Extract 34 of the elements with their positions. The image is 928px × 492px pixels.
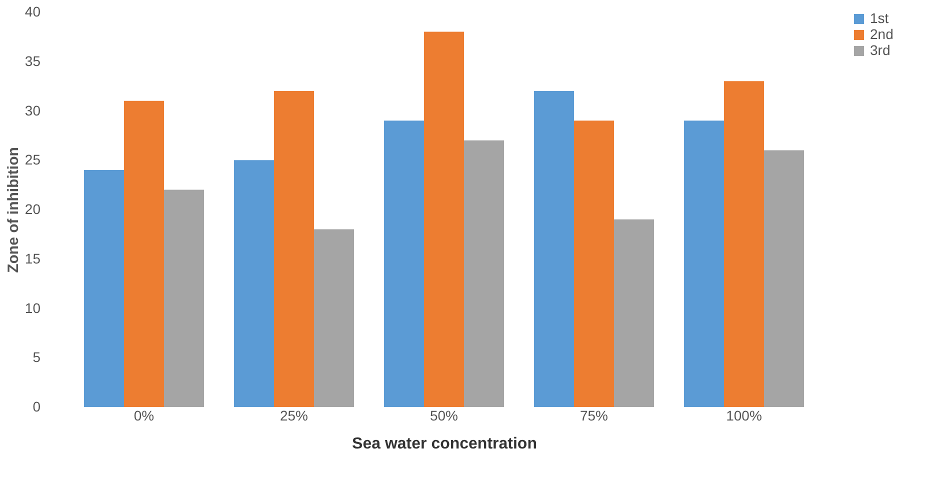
y-axis-title: Zone of inhibition (4, 147, 22, 273)
bar (274, 91, 314, 407)
bar (234, 160, 274, 407)
bar (764, 150, 804, 407)
x-tick-label: 75% (580, 408, 608, 424)
bar (84, 170, 124, 407)
y-tick-label: 15 (24, 250, 41, 266)
x-tick-label: 50% (430, 408, 458, 424)
legend-label: 2nd (870, 26, 894, 42)
bar (124, 100, 164, 407)
y-tick-label: 30 (24, 102, 41, 118)
legend-label: 3rd (870, 42, 890, 58)
y-tick-label: 40 (24, 4, 41, 20)
y-tick-label: 10 (24, 300, 41, 316)
bar (314, 229, 354, 407)
y-tick-label: 25 (24, 152, 41, 168)
bar (164, 190, 204, 407)
x-axis-title: Sea water concentration (352, 436, 537, 452)
bar (534, 91, 574, 407)
y-tick-label: 35 (24, 52, 41, 69)
y-tick-label: 20 (24, 201, 41, 217)
bar (684, 120, 724, 407)
y-tick-label: 0 (32, 398, 41, 414)
bar (464, 140, 504, 407)
x-tick-label: 25% (280, 408, 308, 424)
bar (424, 32, 464, 407)
bar (614, 219, 654, 407)
bar (574, 120, 614, 407)
y-tick-label: 5 (32, 349, 41, 366)
bar (724, 81, 764, 407)
legend-label: 1st (870, 10, 889, 26)
x-tick-label: 0% (134, 408, 154, 424)
bar (384, 120, 424, 407)
x-tick-label: 100% (726, 408, 762, 424)
